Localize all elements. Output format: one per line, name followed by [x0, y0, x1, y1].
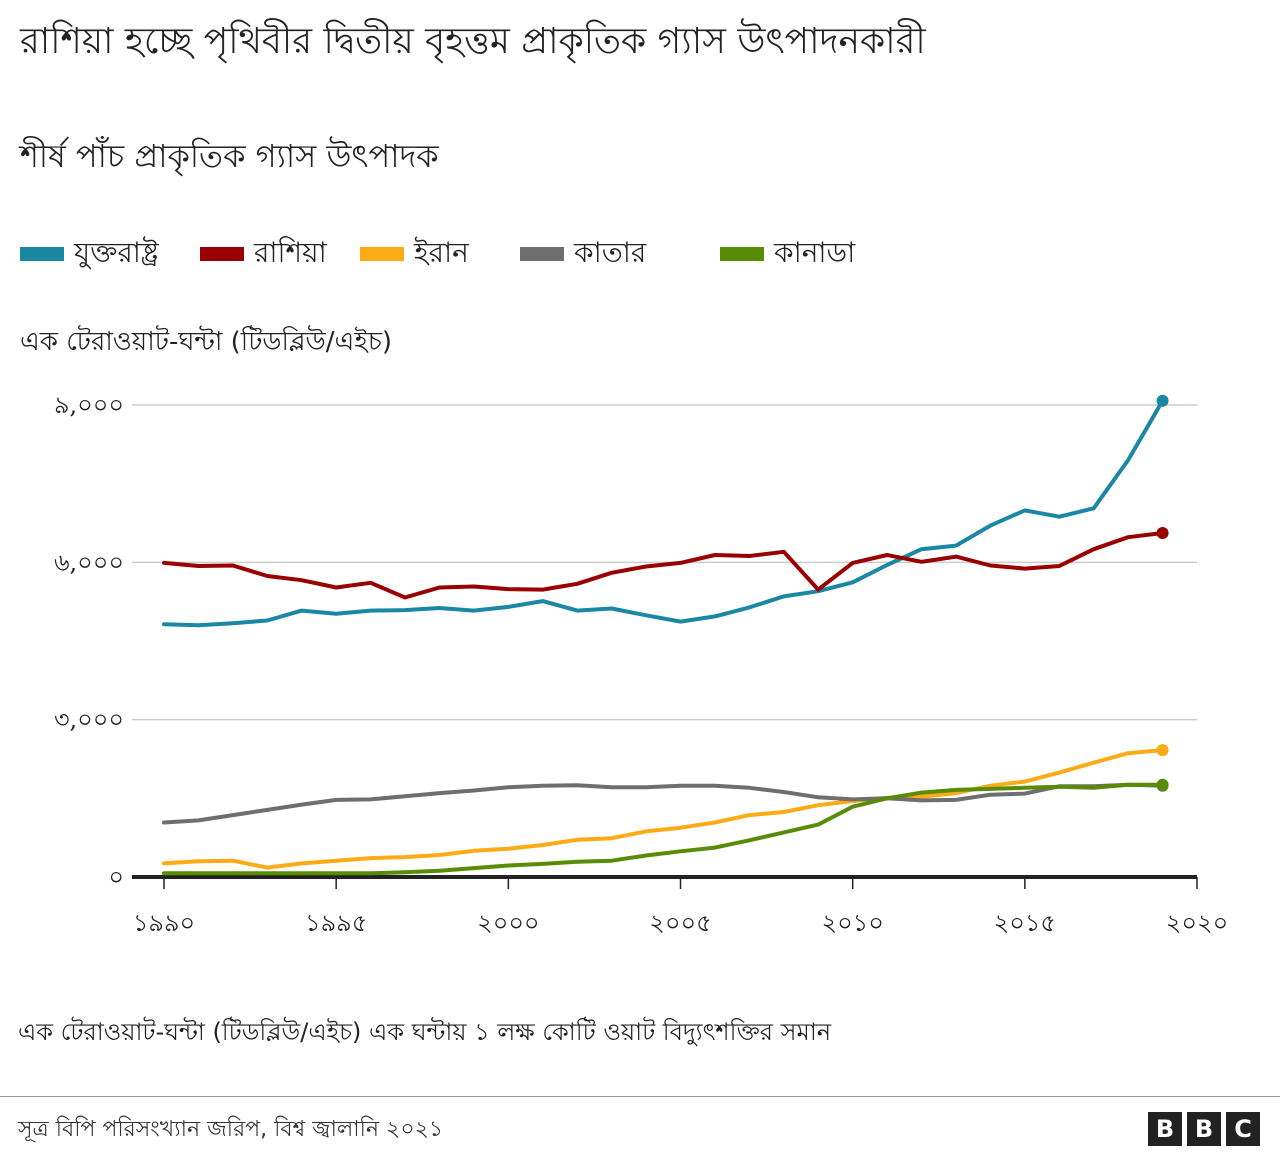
series-line-russia	[162, 531, 1165, 600]
y-tick-label: ৩,০০০	[54, 706, 124, 734]
series-line-qatar	[162, 782, 1165, 825]
footnote: এক টেরাওয়াট-ঘন্টা (টিডব্লিউ/এইচ) এক ঘন্…	[18, 1018, 832, 1046]
y-tick-label: ৯,০০০	[54, 391, 124, 419]
end-marker-russia	[1156, 526, 1169, 539]
legend-label-russia: রাশিয়া	[254, 235, 327, 269]
footer-divider	[0, 1096, 1280, 1097]
chart-title: রাশিয়া হচ্ছে পৃথিবীর দ্বিতীয় বৃহত্তম প…	[20, 21, 926, 62]
bbc-logo-letter: C	[1226, 1112, 1260, 1146]
line-chart: ০ ৩,০০০ ৬,০০০ ৯,০০০ ১৯৯০ ১৯৯৫ ২০০০ ২০০৫ ২০১০ ২০১৫…	[54, 391, 1228, 937]
legend-swatch-qatar	[520, 247, 564, 261]
legend-swatch-usa	[20, 247, 64, 261]
x-tick-label: ১৯৯৫	[305, 909, 367, 937]
legend-item-usa: যুক্তরাষ্ট্র	[20, 232, 159, 276]
legend-swatch-iran	[360, 247, 404, 261]
x-tick-label: ১৯৯০	[133, 909, 195, 937]
legend-label-iran: ইরান	[414, 235, 469, 269]
x-tick-label: ২০১৫	[994, 909, 1056, 937]
end-marker-usa	[1156, 394, 1169, 407]
legend-label-qatar: কাতার	[574, 235, 647, 269]
x-tick-label: ২০০০	[477, 909, 539, 937]
bbc-logo-letter: B	[1187, 1112, 1221, 1146]
end-marker-iran	[1156, 744, 1169, 757]
legend-item-russia: রাশিয়া	[200, 232, 327, 276]
legend-label-usa: যুক্তরাষ্ট্র	[74, 235, 159, 269]
chart-subtitle: শীর্ষ পাঁচ প্রাকৃতিক গ্যাস উৎপাদক	[20, 137, 439, 175]
series-line-canada	[162, 782, 1165, 876]
y-tick-label: ০	[108, 863, 124, 891]
series-line-iran	[162, 748, 1165, 870]
source-note: সূত্র বিপি পরিসংখ্যান জরিপ, বিশ্ব জ্বালা…	[18, 1117, 444, 1142]
legend-item-iran: ইরান	[360, 232, 469, 276]
end-marker-canada	[1156, 778, 1169, 791]
series-line-usa	[162, 398, 1165, 628]
chart-legend: যুক্তরাষ্ট্র রাশিয়া ইরান কাতার কানাডা	[20, 232, 1260, 276]
legend-item-canada: কানাডা	[720, 232, 855, 276]
legend-label-canada: কানাডা	[774, 235, 856, 269]
bbc-logo: B B C	[1148, 1112, 1260, 1146]
y-axis-unit-label: এক টেরাওয়াট-ঘন্টা (টিডব্লিউ/এইচ)	[20, 327, 392, 357]
legend-swatch-russia	[200, 247, 244, 261]
bbc-logo-letter: B	[1148, 1112, 1182, 1146]
legend-item-qatar: কাতার	[520, 232, 646, 276]
x-tick-label: ২০০৫	[649, 909, 711, 937]
x-tick-label: ২০১০	[821, 909, 883, 937]
y-tick-label: ৬,০০০	[54, 548, 124, 576]
legend-swatch-canada	[720, 247, 764, 261]
x-tick-label: ২০২০	[1166, 909, 1228, 937]
